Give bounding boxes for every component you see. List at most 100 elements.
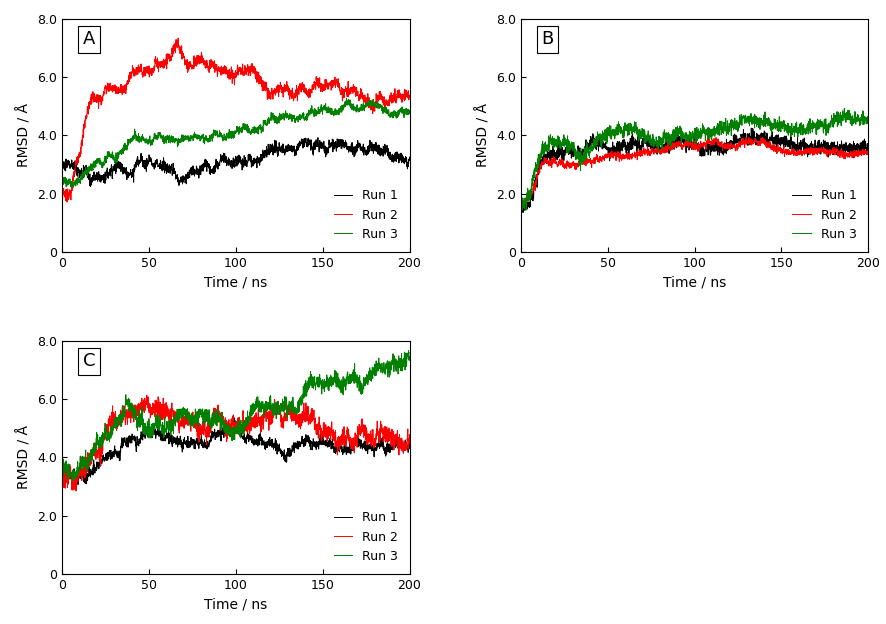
Run 1 — [685, 144, 696, 152]
Line: Run 1: Run 1 — [62, 418, 409, 485]
Run 2 — [394, 89, 405, 97]
Run 1 — [217, 157, 228, 165]
Run 3 — [74, 461, 85, 469]
Run 1 — [74, 472, 85, 480]
Run 1 — [394, 154, 405, 161]
Y-axis label: RMSD / Å: RMSD / Å — [476, 104, 490, 167]
Run 1 — [404, 154, 415, 161]
Run 1 — [746, 124, 757, 132]
Legend: Run 1, Run 2, Run 3: Run 1, Run 2, Run 3 — [788, 184, 862, 246]
Run 3 — [217, 132, 228, 140]
Run 1 — [330, 145, 341, 152]
Run 2 — [853, 150, 864, 158]
X-axis label: Time / ns: Time / ns — [663, 275, 727, 290]
Run 2 — [684, 140, 695, 147]
Run 2 — [217, 68, 228, 76]
Y-axis label: RMSD / Å: RMSD / Å — [17, 426, 32, 489]
Run 3 — [341, 94, 352, 102]
Run 1 — [533, 171, 544, 178]
Run 1 — [853, 146, 864, 154]
Run 2 — [863, 150, 874, 158]
Run 2 — [74, 461, 85, 468]
Y-axis label: RMSD / Å: RMSD / Å — [17, 104, 32, 167]
Run 1 — [57, 466, 67, 473]
Line: Run 1: Run 1 — [62, 138, 409, 187]
Line: Run 2: Run 2 — [62, 38, 409, 202]
Run 2 — [533, 167, 544, 175]
Run 3 — [403, 347, 414, 354]
Run 1 — [404, 445, 415, 452]
Run 3 — [394, 357, 405, 364]
Run 3 — [533, 152, 544, 160]
Run 2 — [516, 207, 526, 214]
Line: Run 2: Run 2 — [521, 137, 868, 210]
Run 3 — [404, 110, 415, 117]
Run 3 — [394, 107, 405, 115]
Run 3 — [66, 477, 77, 485]
Run 3 — [226, 427, 237, 435]
Run 3 — [839, 105, 850, 112]
Run 1 — [226, 428, 237, 436]
Run 1 — [394, 438, 405, 446]
Run 3 — [517, 208, 527, 216]
Run 3 — [394, 107, 405, 114]
Run 1 — [74, 171, 85, 178]
Run 3 — [217, 408, 228, 416]
Run 1 — [394, 437, 405, 444]
Legend: Run 1, Run 2, Run 3: Run 1, Run 2, Run 3 — [329, 184, 403, 246]
Run 1 — [789, 139, 800, 147]
Run 3 — [789, 124, 800, 131]
Run 3 — [394, 362, 405, 369]
Run 2 — [675, 141, 686, 149]
Run 3 — [226, 134, 237, 141]
Run 2 — [226, 426, 237, 433]
Text: B: B — [541, 31, 554, 49]
Run 3 — [74, 178, 85, 186]
Run 2 — [404, 433, 415, 441]
Run 3 — [404, 353, 415, 360]
Run 2 — [330, 79, 341, 86]
Run 2 — [173, 34, 183, 42]
Run 2 — [57, 458, 67, 466]
Run 2 — [789, 149, 800, 157]
Text: C: C — [83, 353, 96, 371]
Legend: Run 1, Run 2, Run 3: Run 1, Run 2, Run 3 — [329, 506, 403, 568]
Run 1 — [517, 210, 527, 217]
Run 1 — [71, 482, 82, 489]
Run 2 — [217, 416, 228, 423]
Run 2 — [142, 391, 152, 399]
Run 1 — [853, 150, 864, 157]
Run 2 — [394, 434, 405, 441]
Run 2 — [74, 151, 85, 158]
Run 2 — [330, 439, 341, 447]
Line: Run 3: Run 3 — [62, 98, 409, 187]
Run 1 — [226, 157, 237, 164]
Run 3 — [57, 178, 67, 185]
Line: Run 1: Run 1 — [521, 128, 868, 213]
Run 2 — [404, 93, 415, 100]
Run 3 — [685, 130, 696, 138]
Run 2 — [226, 63, 237, 71]
Run 1 — [229, 414, 239, 422]
Run 1 — [85, 183, 96, 190]
Run 1 — [863, 140, 874, 147]
Run 2 — [853, 150, 864, 158]
Run 3 — [330, 109, 341, 116]
X-axis label: Time / ns: Time / ns — [204, 598, 268, 612]
Run 3 — [853, 117, 864, 124]
Run 2 — [57, 187, 67, 194]
Run 1 — [516, 205, 526, 213]
Line: Run 3: Run 3 — [62, 351, 409, 481]
Run 3 — [853, 117, 864, 124]
Run 1 — [217, 431, 228, 438]
Run 1 — [313, 134, 323, 142]
Run 2 — [62, 198, 73, 206]
Run 2 — [743, 134, 754, 141]
X-axis label: Time / ns: Time / ns — [204, 275, 268, 290]
Run 3 — [68, 183, 79, 191]
Run 3 — [57, 468, 67, 475]
Line: Run 3: Run 3 — [521, 109, 868, 212]
Run 2 — [394, 442, 405, 450]
Run 3 — [330, 378, 341, 386]
Run 1 — [57, 160, 67, 167]
